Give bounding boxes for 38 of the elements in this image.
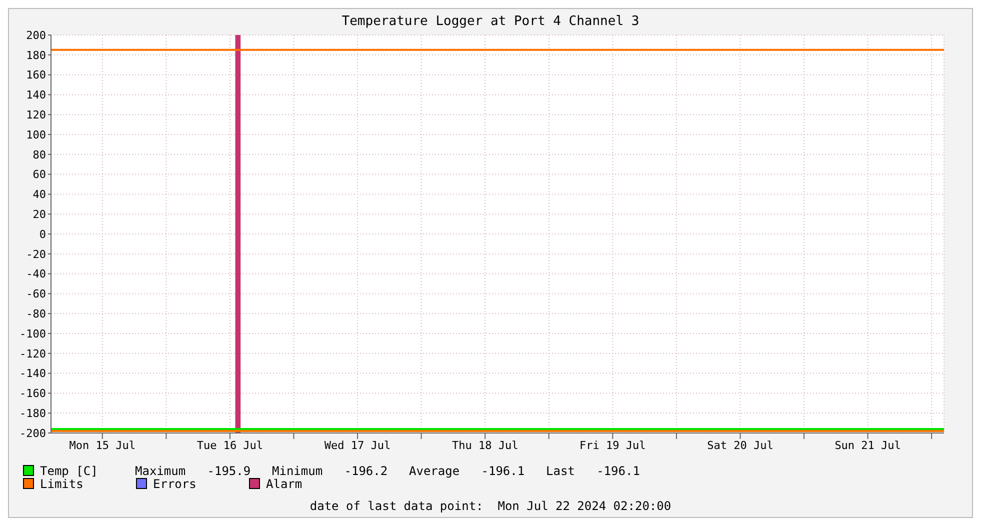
text: Maximum -195.9 <box>135 464 252 478</box>
y-tick-label: 120 <box>26 108 46 122</box>
y-tick-label: 100 <box>26 128 46 142</box>
y-tick-label: -120 <box>20 347 46 360</box>
y-tick-label: -100 <box>20 327 46 340</box>
text: Average -196.1 <box>409 464 526 478</box>
y-tick-label: 20 <box>32 208 46 222</box>
y-tick-label: 200 <box>26 28 46 42</box>
x-tick-label: Wed 17 Jul <box>324 438 391 452</box>
y-tick-label: 140 <box>26 88 46 102</box>
y-tick-label: -180 <box>20 407 46 420</box>
y-tick-label: -80 <box>26 308 46 321</box>
y-tick-label: 60 <box>32 168 46 182</box>
y-tick-label: -60 <box>26 288 46 301</box>
legend-label: Limits <box>39 477 84 491</box>
y-tick-label: 0 <box>39 228 46 241</box>
y-tick-label: 40 <box>32 188 46 202</box>
legend-label: Alarm <box>265 477 304 491</box>
y-tick-label: -160 <box>20 387 46 400</box>
x-tick-label: Sat 20 Jul <box>707 438 774 452</box>
y-tick-label: -140 <box>20 367 46 380</box>
x-tick-label: Tue 16 Jul <box>196 438 264 452</box>
text: date of last data point: Mon Jul 22 2024 02:20:00 <box>308 499 672 513</box>
x-tick-label: Mon 15 Jul <box>69 438 136 452</box>
y-tick-label: 180 <box>26 48 46 62</box>
x-tick-label: Sun 21 Jul <box>834 438 901 452</box>
y-tick-label: -40 <box>26 268 46 281</box>
y-tick-label: 80 <box>32 148 46 162</box>
text: Minimum -196.2 <box>272 464 389 478</box>
legend-label: Temp [C] <box>39 464 99 478</box>
y-tick-label: -200 <box>20 426 46 440</box>
legend-label: Errors <box>152 477 198 491</box>
text: Last -196.1 <box>546 464 641 478</box>
y-tick-label: -20 <box>26 248 46 261</box>
x-tick-label: Thu 18 Jul <box>452 438 518 452</box>
y-tick-label: 160 <box>26 68 46 82</box>
x-tick-label: Fri 19 Jul <box>580 438 646 452</box>
chart-title: Temperature Logger at Port 4 Channel 3 <box>340 14 640 29</box>
